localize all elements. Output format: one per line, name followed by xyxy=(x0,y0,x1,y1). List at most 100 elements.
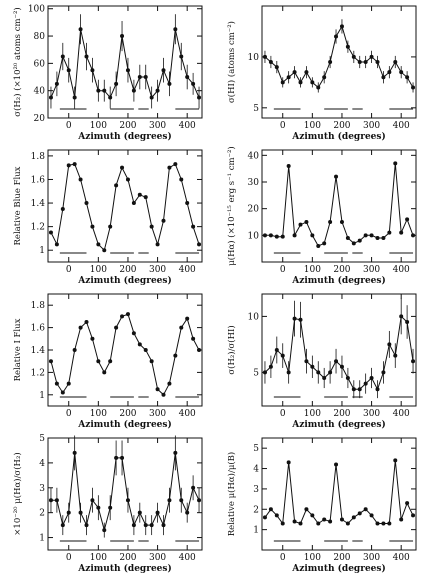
data-point xyxy=(120,314,125,319)
data-point xyxy=(375,60,380,64)
y-tick-label: 2 xyxy=(253,505,259,515)
data-point xyxy=(54,381,59,386)
data-point xyxy=(78,510,83,515)
x-tick-label: 400 xyxy=(179,265,196,275)
y-axis-label: μ(Hα) (×10⁻¹⁵ erg s⁻¹ cm⁻²) xyxy=(226,146,237,266)
data-point xyxy=(131,201,136,206)
data-point xyxy=(48,230,53,235)
data-point xyxy=(90,336,95,341)
data-point xyxy=(304,70,309,75)
data-point xyxy=(405,320,410,324)
y-tick-label: 20 xyxy=(34,114,46,124)
data-point xyxy=(381,521,386,526)
data-point xyxy=(334,174,339,179)
y-axis-label: Relative Blue Flux xyxy=(13,166,23,245)
data-point xyxy=(387,70,392,75)
data-point xyxy=(310,513,315,518)
data-point xyxy=(369,513,374,518)
data-point xyxy=(191,485,196,490)
data-point xyxy=(328,519,333,524)
data-point xyxy=(96,505,101,510)
x-tick-label: 0 xyxy=(66,265,72,275)
data-point xyxy=(108,359,113,364)
data-point xyxy=(334,462,339,467)
data-line xyxy=(50,163,200,252)
data-point xyxy=(375,236,380,240)
data-point xyxy=(137,192,142,197)
data-point xyxy=(143,523,148,528)
data-point xyxy=(363,233,368,238)
y-axis-label: σ(HI) (atoms cm⁻²) xyxy=(226,21,237,103)
data-point xyxy=(262,370,267,375)
data-point xyxy=(339,364,344,369)
y-tick-label: 10 xyxy=(248,53,260,63)
data-point xyxy=(143,348,148,352)
data-point xyxy=(334,359,339,364)
data-point xyxy=(161,218,166,223)
x-tick-label: 100 xyxy=(304,409,321,419)
data-point xyxy=(316,370,321,375)
data-point xyxy=(90,224,95,229)
data-point xyxy=(274,513,279,518)
data-point xyxy=(197,348,202,352)
data-point xyxy=(363,60,368,64)
data-point xyxy=(304,220,309,224)
data-point xyxy=(155,387,160,392)
y-axis-label: σ(H₂) (×10²⁰ atoms cm⁻²) xyxy=(12,7,23,116)
y-tick-label: 80 xyxy=(34,32,46,42)
data-point xyxy=(411,359,416,364)
y-axis-label: σ(H₂)/σ(HI) xyxy=(226,325,237,374)
data-point xyxy=(322,75,327,80)
y-axis-label: Relative I Flux xyxy=(13,318,23,381)
data-point xyxy=(137,75,142,80)
y-tick-label: 10 xyxy=(248,312,260,322)
data-point xyxy=(167,165,172,170)
data-point xyxy=(96,359,101,364)
plot-frame xyxy=(261,293,417,407)
y-axis-label: Relative μ(Hα)/μ(B) xyxy=(226,452,237,536)
x-tick-label: 400 xyxy=(179,553,196,563)
data-point xyxy=(125,498,130,503)
data-point xyxy=(405,501,410,506)
x-tick-label: 0 xyxy=(66,121,72,131)
data-point xyxy=(125,68,130,73)
data-point xyxy=(114,325,119,330)
data-point xyxy=(120,455,125,460)
x-tick-label: 400 xyxy=(393,121,410,131)
x-tick-label: 300 xyxy=(149,121,166,131)
data-point xyxy=(316,85,321,90)
data-point xyxy=(143,75,148,80)
data-point xyxy=(298,521,303,526)
y-tick-label: 5 xyxy=(39,434,45,444)
y-tick-label: 40 xyxy=(248,151,260,161)
plot-frame xyxy=(47,149,203,263)
data-point xyxy=(298,222,303,227)
y-tick-label: 1 xyxy=(253,526,259,536)
y-tick-label: 1 xyxy=(39,534,45,544)
data-point xyxy=(357,238,362,243)
y-tick-label: 3 xyxy=(39,484,45,494)
data-point xyxy=(298,317,303,322)
x-tick-label: 200 xyxy=(333,265,350,275)
y-tick-label: 4 xyxy=(39,459,45,469)
data-point xyxy=(102,370,107,375)
data-point xyxy=(310,80,315,85)
y-tick-label: 30 xyxy=(248,178,260,188)
data-point xyxy=(393,353,398,358)
data-point xyxy=(369,233,374,238)
data-point xyxy=(268,364,273,369)
x-tick-label: 200 xyxy=(333,553,350,563)
data-point xyxy=(286,75,291,80)
data-point xyxy=(108,95,113,100)
y-tick-label: 40 xyxy=(34,87,46,97)
data-line xyxy=(50,29,200,99)
y-tick-label: 100 xyxy=(28,5,45,15)
plot-frame xyxy=(261,149,417,263)
plot-frame xyxy=(261,5,417,119)
x-tick-label: 300 xyxy=(363,121,380,131)
data-point xyxy=(66,163,71,168)
data-point xyxy=(60,390,65,395)
data-point xyxy=(167,81,172,86)
data-point xyxy=(84,201,89,206)
data-point xyxy=(286,460,291,465)
